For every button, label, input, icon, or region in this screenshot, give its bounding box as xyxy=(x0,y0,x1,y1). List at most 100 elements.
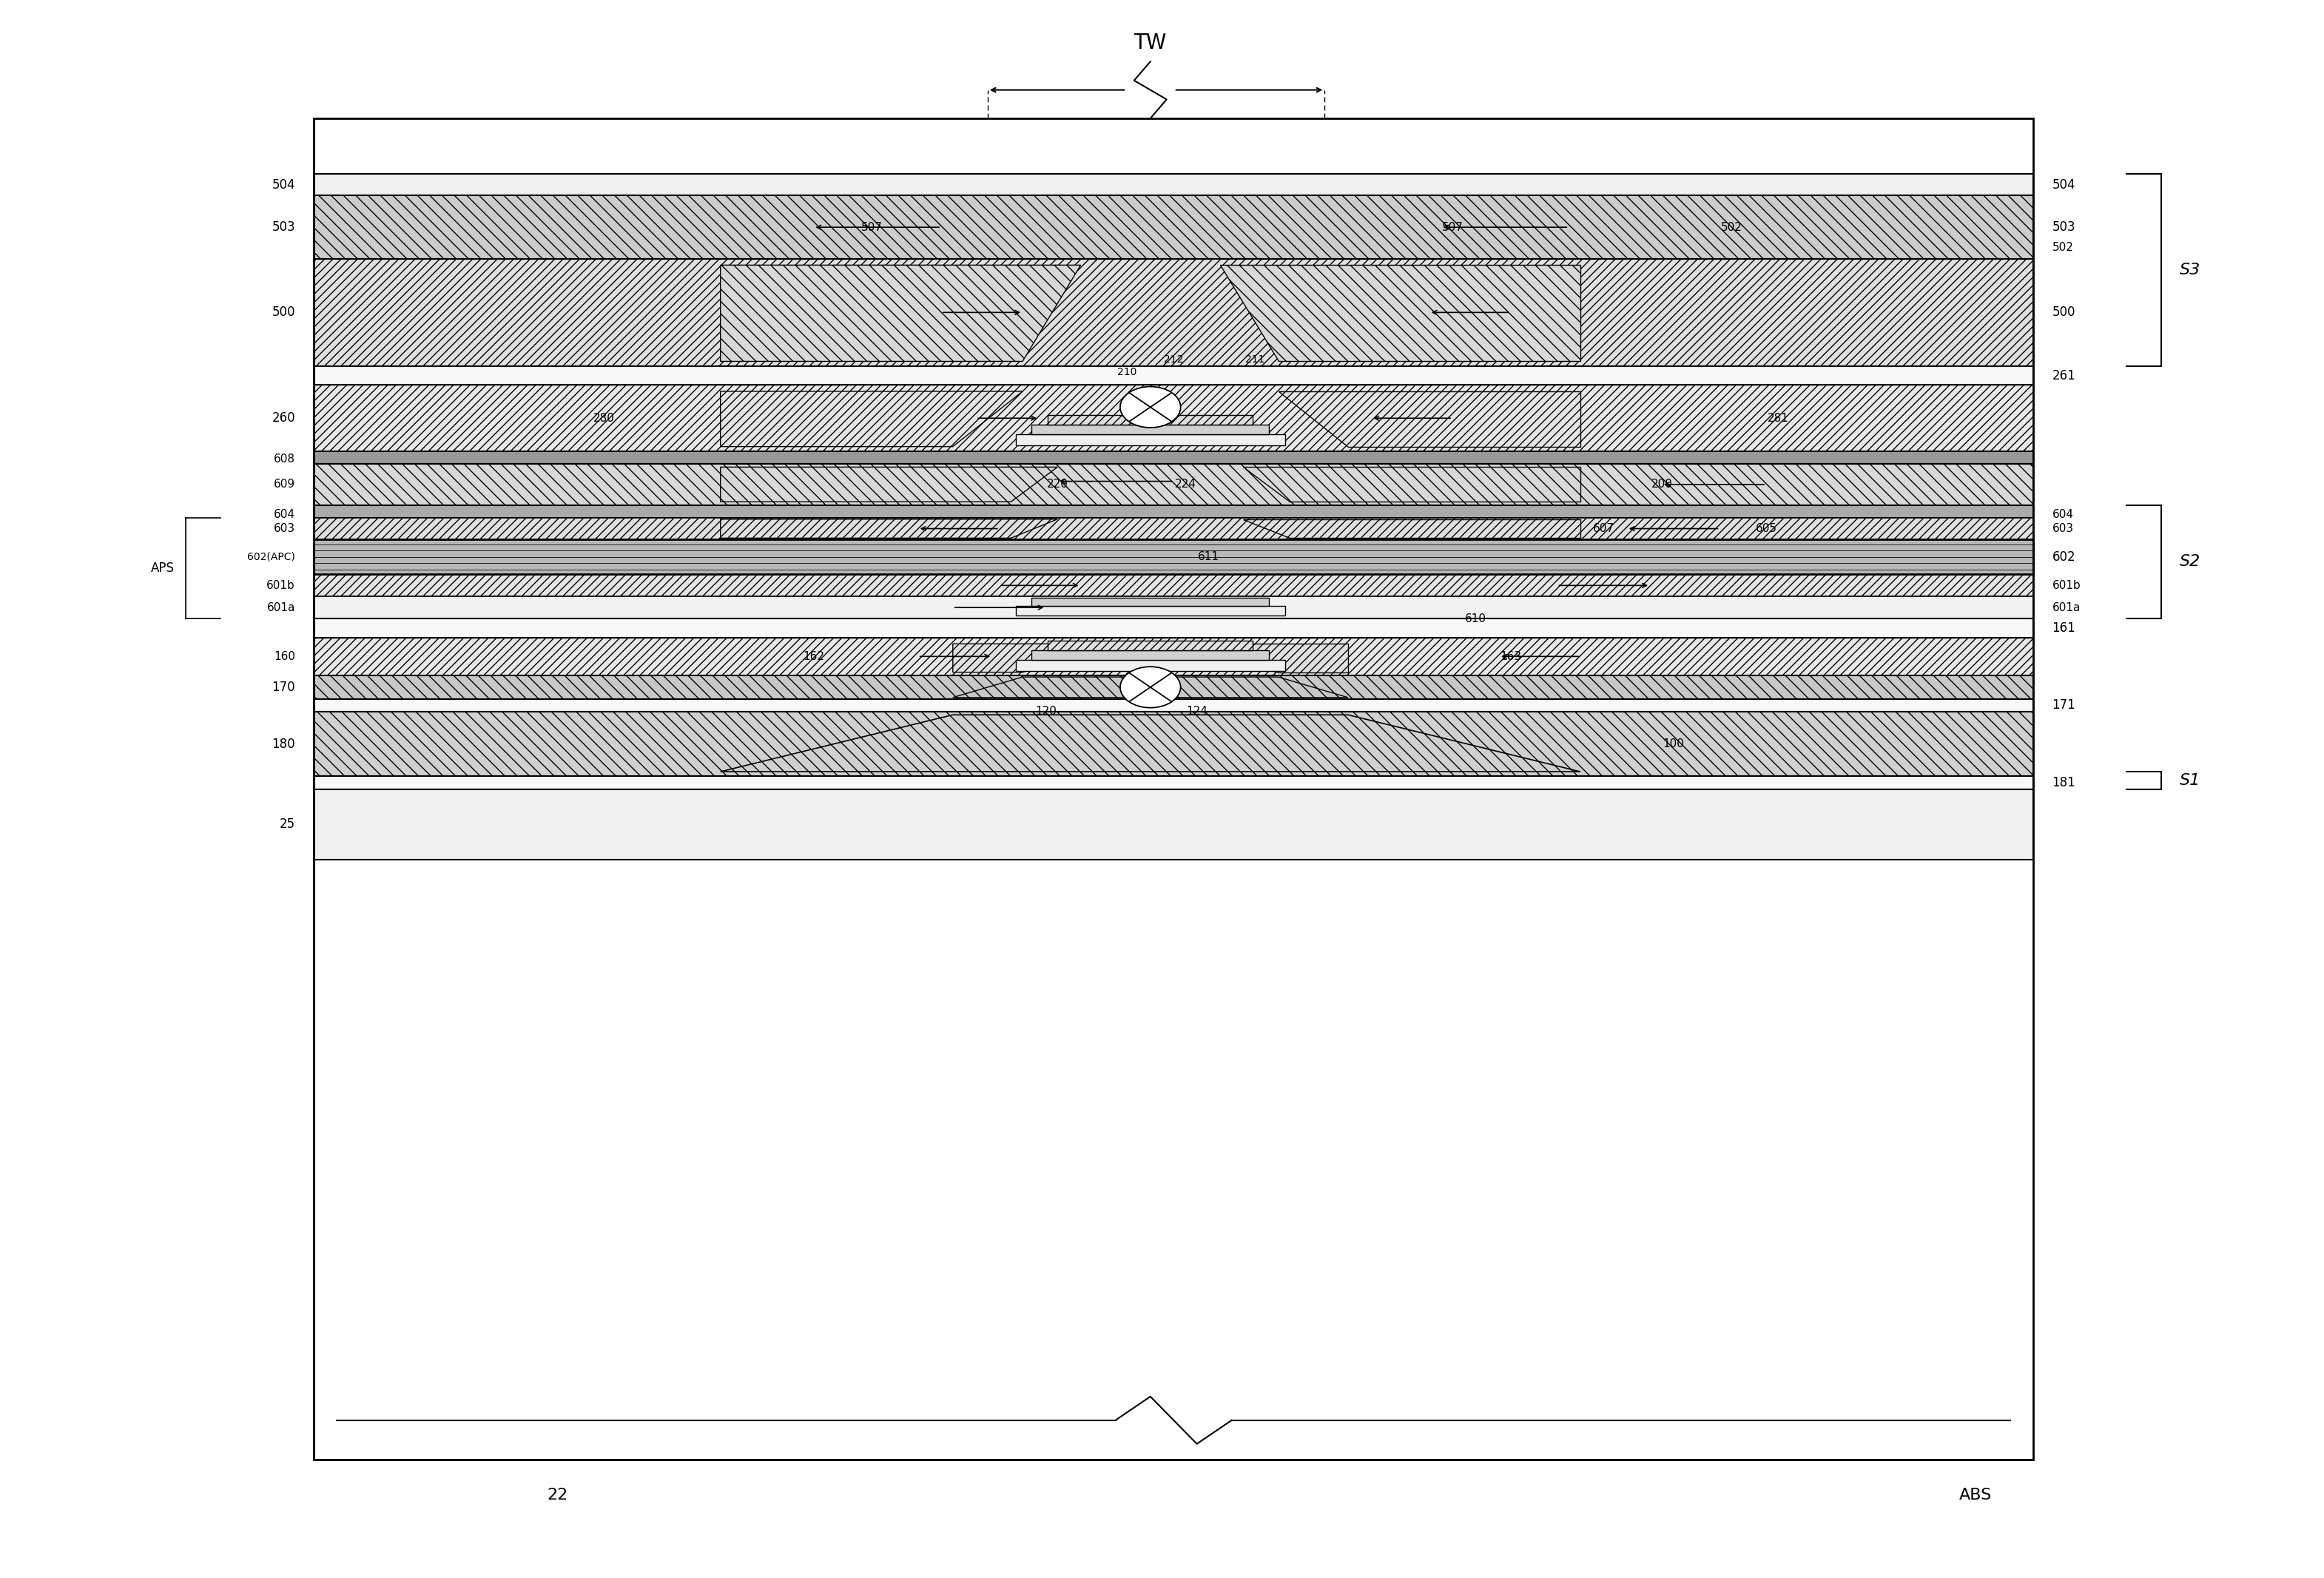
Text: 504: 504 xyxy=(2052,178,2075,191)
Text: 601a: 601a xyxy=(267,601,295,614)
Bar xyxy=(1032,424,1269,434)
Bar xyxy=(314,174,2034,196)
Text: 601b: 601b xyxy=(2052,579,2080,592)
Bar xyxy=(314,505,2034,518)
Text: 111: 111 xyxy=(1164,661,1183,671)
Text: 170: 170 xyxy=(272,680,295,694)
Text: 503: 503 xyxy=(2052,221,2075,234)
Polygon shape xyxy=(953,677,1348,697)
Text: 263: 263 xyxy=(1360,412,1383,424)
Text: 281: 281 xyxy=(1766,412,1789,424)
Text: 608: 608 xyxy=(274,453,295,466)
Text: 601b: 601b xyxy=(267,579,295,592)
Text: 604: 604 xyxy=(274,508,295,521)
Text: 261: 261 xyxy=(2052,369,2075,382)
Text: 211: 211 xyxy=(1246,355,1264,365)
Text: 505: 505 xyxy=(1394,306,1418,319)
Text: 262: 262 xyxy=(918,412,941,424)
Polygon shape xyxy=(1220,265,1580,361)
Text: 120: 120 xyxy=(1034,705,1057,718)
Bar xyxy=(314,518,2034,540)
Text: 22: 22 xyxy=(548,1488,567,1502)
Text: 163: 163 xyxy=(1499,650,1522,663)
Circle shape xyxy=(1120,666,1181,707)
Bar xyxy=(1016,434,1285,445)
Text: APS: APS xyxy=(151,562,174,574)
Text: 607: 607 xyxy=(1592,522,1615,535)
Text: 25: 25 xyxy=(279,817,295,832)
Bar xyxy=(314,540,2034,574)
Text: 212: 212 xyxy=(1164,355,1183,365)
Text: 502: 502 xyxy=(1720,221,1743,234)
Polygon shape xyxy=(720,715,1580,772)
Text: 171: 171 xyxy=(2052,699,2075,712)
Polygon shape xyxy=(1243,467,1580,502)
Bar xyxy=(314,712,2034,776)
Bar xyxy=(1016,606,1285,615)
Text: 602(APC): 602(APC) xyxy=(246,552,295,562)
Bar xyxy=(1048,641,1253,650)
Polygon shape xyxy=(1174,644,1348,672)
Text: 230: 230 xyxy=(1023,306,1046,319)
Text: 210: 210 xyxy=(1118,368,1136,377)
Polygon shape xyxy=(1278,391,1580,447)
Text: 603: 603 xyxy=(274,522,295,535)
Text: 270: 270 xyxy=(755,412,779,424)
Text: 112: 112 xyxy=(1292,650,1311,660)
Bar xyxy=(1016,660,1285,671)
Bar xyxy=(314,118,2034,1460)
Polygon shape xyxy=(720,265,1081,361)
Bar xyxy=(314,196,2034,259)
Text: 181: 181 xyxy=(2052,776,2075,789)
Bar xyxy=(314,451,2034,464)
Text: S1: S1 xyxy=(2180,773,2201,787)
Text: 609: 609 xyxy=(274,478,295,491)
Bar xyxy=(314,464,2034,505)
Text: S3: S3 xyxy=(2180,262,2201,278)
Text: 603: 603 xyxy=(2052,522,2073,535)
Text: 610: 610 xyxy=(1464,612,1487,625)
Text: 611: 611 xyxy=(1197,551,1220,563)
Text: 504: 504 xyxy=(272,178,295,191)
Text: 605: 605 xyxy=(1755,522,1778,535)
Bar xyxy=(314,675,2034,699)
Text: 260: 260 xyxy=(272,412,295,424)
Text: 162: 162 xyxy=(802,650,825,663)
Bar xyxy=(314,699,2034,712)
Bar xyxy=(314,366,2034,385)
Polygon shape xyxy=(720,391,1023,447)
Polygon shape xyxy=(953,644,1127,672)
Text: 505: 505 xyxy=(837,306,860,319)
Bar xyxy=(1048,415,1253,424)
Text: 280: 280 xyxy=(593,412,616,424)
Text: S2: S2 xyxy=(2180,554,2201,570)
Text: 601a: 601a xyxy=(2052,601,2080,614)
Polygon shape xyxy=(1243,519,1580,538)
Text: 124: 124 xyxy=(1185,705,1208,718)
Bar xyxy=(314,574,2034,596)
Text: 110: 110 xyxy=(1025,661,1043,671)
Text: 161: 161 xyxy=(2052,622,2075,634)
Text: TW: TW xyxy=(1134,32,1167,54)
Bar xyxy=(1032,650,1269,660)
Bar xyxy=(314,385,2034,451)
Text: 160: 160 xyxy=(274,650,295,663)
Bar xyxy=(314,776,2034,789)
Text: 130: 130 xyxy=(1360,724,1383,737)
Text: 503: 503 xyxy=(272,221,295,234)
Bar xyxy=(314,259,2034,366)
Text: 507: 507 xyxy=(1441,221,1464,234)
Bar xyxy=(314,118,2034,1460)
Text: 502: 502 xyxy=(2052,241,2073,254)
Text: 200: 200 xyxy=(1650,478,1673,491)
Text: 507: 507 xyxy=(860,221,883,234)
Bar xyxy=(314,860,2034,1460)
Text: 604: 604 xyxy=(2052,508,2073,521)
Text: 100: 100 xyxy=(1662,739,1685,750)
Text: 224: 224 xyxy=(1174,478,1197,491)
Text: 602: 602 xyxy=(2052,551,2075,563)
Bar xyxy=(314,596,2034,619)
Text: 271: 271 xyxy=(1557,412,1580,424)
Text: 607: 607 xyxy=(906,522,930,535)
Text: 500: 500 xyxy=(2052,306,2075,319)
